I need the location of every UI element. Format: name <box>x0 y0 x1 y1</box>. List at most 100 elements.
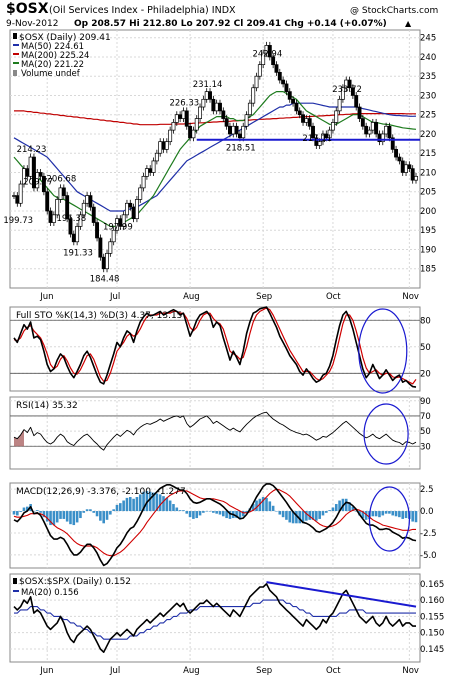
macd-histogram-bar <box>235 511 238 519</box>
macd-histogram-bar <box>414 511 418 523</box>
candle-body <box>18 183 23 204</box>
candle-body <box>148 168 153 173</box>
macd-histogram-bar <box>69 511 72 525</box>
macd-histogram-bar <box>52 511 56 526</box>
candle-body <box>81 202 86 216</box>
candle-body <box>161 141 166 150</box>
candle-body <box>360 118 365 127</box>
macd-histogram-bar <box>65 511 69 522</box>
candle-body <box>171 122 176 131</box>
candle-body <box>65 195 70 220</box>
date-label: 9-Nov-2012 <box>6 19 58 29</box>
candle-body <box>357 106 362 119</box>
macd-histogram-bar <box>308 511 311 520</box>
price-annotation-label: 214.23 <box>17 145 47 155</box>
macd-histogram-bar <box>265 497 268 512</box>
macd-histogram-bar <box>109 511 112 515</box>
macd-histogram-bar <box>172 504 175 512</box>
candle-body <box>28 156 33 177</box>
macd-histogram-bar <box>328 510 331 512</box>
candle-body <box>304 118 309 123</box>
price-tick-label: 195 <box>420 226 436 236</box>
ohlc-readout: Op 208.57 Hi 212.80 Lo 207.92 Cl 209.41 … <box>74 19 387 29</box>
candle-body <box>15 195 20 204</box>
price-tick-label: 200 <box>420 207 436 217</box>
macd-panel-frame <box>9 482 421 569</box>
legend-price-swatch <box>13 33 17 39</box>
macd-histogram-bar <box>311 511 315 520</box>
watermark: @ StockCharts.com <box>350 6 438 16</box>
candle-body <box>334 110 339 123</box>
macd-histogram-bar <box>82 511 86 513</box>
ma50-line <box>13 102 417 212</box>
candle-body <box>291 98 296 104</box>
candle-body <box>414 175 418 181</box>
candle-body <box>45 191 50 212</box>
candle-body <box>394 149 399 158</box>
price-annotation-label: 199.73 <box>3 216 33 226</box>
sto-k-line <box>13 306 417 388</box>
macd-histogram-bar <box>315 511 318 521</box>
macd-histogram-bar <box>384 511 388 514</box>
sto-annotation-ellipse <box>358 308 408 394</box>
macd-histogram-bar <box>12 511 16 515</box>
candle-body <box>144 168 149 177</box>
macd-histogram-bar <box>225 511 228 519</box>
macd-histogram-bar <box>55 511 59 523</box>
candle-body <box>364 125 369 135</box>
x-tick-label: Nov <box>402 666 419 676</box>
macd-histogram-bar <box>158 494 162 512</box>
macd-histogram-bar <box>398 511 401 518</box>
candle-body <box>55 199 60 216</box>
legend-ma20: MA(20) 221.22 <box>21 60 84 70</box>
legend-ma200-swatch <box>13 53 19 55</box>
macd-histogram-bar <box>92 511 96 513</box>
candle-body <box>261 52 266 66</box>
macd-panel: -5.0 -2.5 0.0 2.5 MACD(12,26,9) -3.376, -2.1… <box>9 482 437 569</box>
macd-histogram-bar <box>301 511 305 524</box>
macd-histogram-bar <box>374 511 378 517</box>
candle-body <box>191 129 196 139</box>
candle-body <box>384 125 389 135</box>
macd-histogram-bar <box>178 510 182 512</box>
candle-body <box>244 114 249 127</box>
macd-histogram-bar <box>218 511 222 515</box>
macd-histogram-bar <box>198 511 202 516</box>
price-tick-label: 185 <box>420 265 436 275</box>
ratio-legend: $OSX:$SPX (Daily) 0.152 <box>19 577 131 587</box>
candle-body <box>68 218 73 235</box>
macd-histogram-bar <box>75 511 79 523</box>
macd-histogram-bar <box>128 497 132 512</box>
macd-legend: MACD(12,26,9) -3.376, -2.100, -1.277 <box>16 487 186 497</box>
macd-histogram-bar <box>348 502 351 512</box>
candle-body <box>168 129 173 143</box>
macd-histogram-bar <box>42 511 46 518</box>
macd-signal-line <box>13 488 416 557</box>
x-tick-label: Aug <box>183 666 200 676</box>
candle-body <box>208 91 212 100</box>
candle-body <box>221 110 226 119</box>
ratio-tick-label: 0.145 <box>420 645 444 655</box>
candle-body <box>218 102 222 112</box>
macd-histogram-bar <box>354 511 358 512</box>
macd-histogram-bar <box>115 504 119 512</box>
candle-body <box>397 156 402 162</box>
index-title: (Oil Services Index - Philadelphia) INDX <box>49 5 236 16</box>
stochastic-panel: 20 50 80 Full STO %K(14,3) %D(3) 4.37, 13.1… <box>9 306 431 394</box>
macd-histogram-bar <box>361 511 365 519</box>
macd-tick-label: 0.0 <box>420 507 434 517</box>
price-tick-label: 240 <box>420 53 436 63</box>
macd-histogram-bar <box>305 511 308 521</box>
macd-histogram-bar <box>72 511 76 526</box>
macd-histogram-bar <box>125 497 129 512</box>
candle-body <box>287 91 292 100</box>
candle-body <box>85 195 90 204</box>
price-annotation-label: 217.11 <box>302 134 332 144</box>
macd-histogram-bar <box>25 506 29 512</box>
rsi-panel-frame <box>9 396 421 470</box>
x-tick-label: Sep <box>256 666 272 676</box>
candle-body <box>237 133 242 139</box>
candle-body <box>271 56 276 66</box>
candle-body <box>174 114 179 123</box>
candle-body <box>267 45 272 58</box>
